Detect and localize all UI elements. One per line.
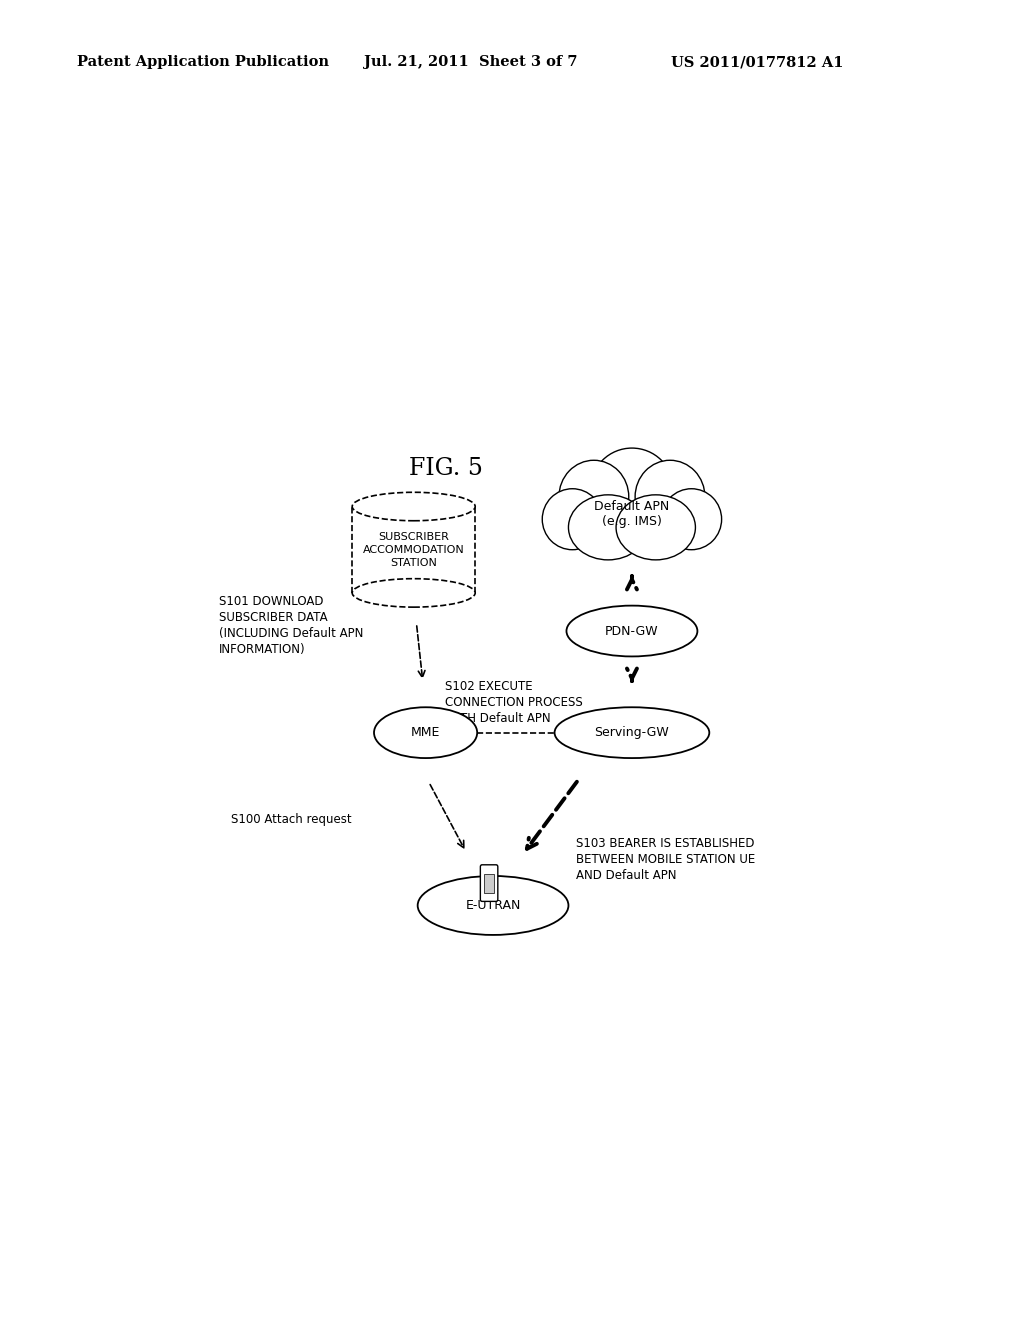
Ellipse shape (616, 495, 695, 560)
Text: US 2011/0177812 A1: US 2011/0177812 A1 (671, 55, 843, 70)
FancyBboxPatch shape (480, 865, 498, 902)
Text: Default APN
(e.g. IMS): Default APN (e.g. IMS) (594, 500, 670, 528)
Ellipse shape (635, 461, 705, 533)
Ellipse shape (352, 578, 475, 607)
Text: Patent Application Publication: Patent Application Publication (77, 55, 329, 70)
Text: FIG. 5: FIG. 5 (409, 457, 482, 480)
Ellipse shape (418, 876, 568, 935)
Ellipse shape (662, 488, 722, 549)
Text: PDN-GW: PDN-GW (605, 624, 658, 638)
Text: S103 BEARER IS ESTABLISHED
BETWEEN MOBILE STATION UE
AND Default APN: S103 BEARER IS ESTABLISHED BETWEEN MOBIL… (577, 837, 756, 882)
Ellipse shape (352, 492, 475, 521)
Text: MME: MME (411, 726, 440, 739)
Ellipse shape (591, 447, 673, 529)
Ellipse shape (555, 708, 710, 758)
Ellipse shape (568, 495, 648, 560)
Text: ~UE: ~UE (514, 886, 542, 899)
Text: SUBSCRIBER
ACCOMMODATION
STATION: SUBSCRIBER ACCOMMODATION STATION (362, 532, 465, 568)
Bar (484, 874, 494, 894)
Text: E-UTRAN: E-UTRAN (465, 899, 521, 912)
Text: S102 EXECUTE
CONNECTION PROCESS
WITH Default APN: S102 EXECUTE CONNECTION PROCESS WITH Def… (445, 680, 584, 725)
Ellipse shape (543, 488, 602, 549)
Ellipse shape (566, 606, 697, 656)
Bar (352, 507, 475, 593)
Text: Serving-GW: Serving-GW (595, 726, 670, 739)
Text: S100 Attach request: S100 Attach request (231, 813, 352, 825)
Text: S101 DOWNLOAD
SUBSCRIBER DATA
(INCLUDING Default APN
INFORMATION): S101 DOWNLOAD SUBSCRIBER DATA (INCLUDING… (219, 595, 364, 656)
Ellipse shape (559, 461, 629, 533)
Text: Jul. 21, 2011  Sheet 3 of 7: Jul. 21, 2011 Sheet 3 of 7 (364, 55, 577, 70)
Ellipse shape (374, 708, 477, 758)
